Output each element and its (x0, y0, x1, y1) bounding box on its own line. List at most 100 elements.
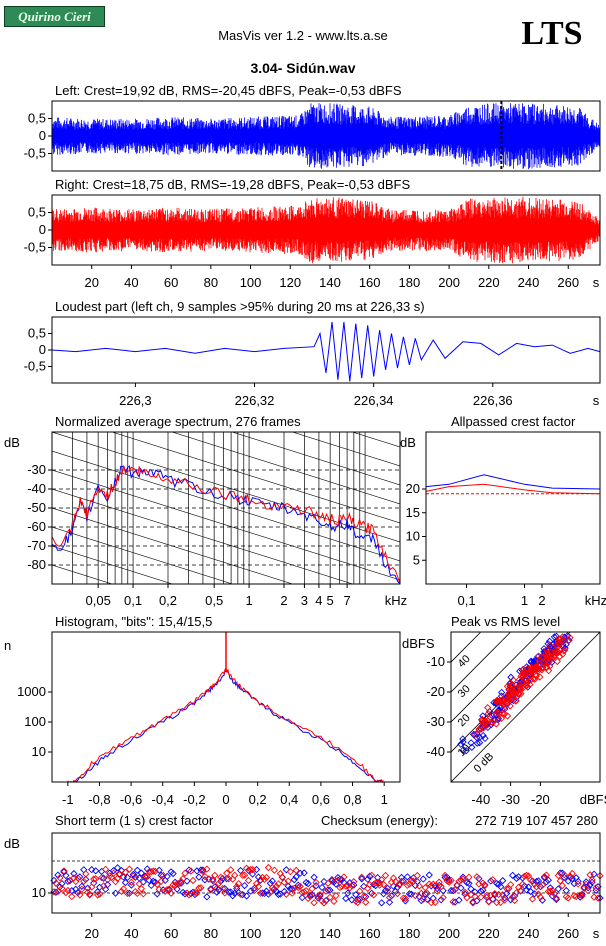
histogram-xtick-label: 0,4 (280, 792, 298, 807)
shortcrest-point-right (101, 865, 110, 873)
peakrms-point-right (545, 657, 553, 666)
right-title: Right: Crest=18,75 dB, RMS=-19,28 dBFS, … (55, 177, 410, 192)
shortcrest-point-right (300, 888, 308, 896)
shortcrest-point-left (84, 884, 92, 892)
shortcrest-point-right (421, 883, 429, 892)
peakrms-point-right (501, 703, 509, 711)
shortcrest-point-right (282, 890, 290, 898)
shortcrest-point-right (556, 877, 564, 885)
shortcrest-point-left (236, 866, 245, 875)
right-xtick-label: 100 (240, 275, 262, 290)
shortcrest-point-left (125, 889, 134, 897)
shortcrest-point-left (76, 873, 84, 881)
spectrum-slope-line (52, 507, 294, 584)
peakrms-point-right (482, 717, 490, 726)
spectrum-ylabel: dB (4, 435, 20, 450)
shortcrest-point-right (157, 877, 165, 885)
shortcrest-point-right (280, 878, 288, 887)
shortcrest-point-right (207, 886, 215, 894)
peakrms-ytick-label: -20 (426, 684, 445, 699)
shortcrest-point-left (58, 879, 66, 888)
loudest-xtick-label: 226,32 (235, 393, 275, 408)
shortcrest-point-left (465, 879, 473, 888)
shortcrest-point-right (530, 880, 539, 888)
allpassed-ylabel: dB (400, 435, 416, 450)
shortcrest-point-right (459, 875, 467, 883)
shortcrest-point-right (558, 881, 566, 890)
spectrum-slope-line (52, 526, 234, 584)
shortcrest-point-right (290, 884, 298, 892)
shortcrest-point-left (469, 898, 477, 906)
loudest-ytick-label: 0,5 (28, 326, 46, 341)
shortcrest-point-left (318, 883, 326, 892)
peakrms-point-right (484, 710, 492, 718)
shortcrest-point-left (302, 878, 310, 887)
peakrms-xtick-label: -30 (501, 792, 520, 807)
left-ytick-label: 0 (39, 128, 46, 143)
spectrum-slope-line (52, 432, 400, 543)
shortcrest-point-right (372, 879, 380, 887)
shortcrest-point-right (80, 877, 88, 885)
shortcrest-point-right (534, 890, 543, 898)
shortcrest-point-left (493, 879, 501, 888)
checksum-label: Checksum (energy): (321, 813, 438, 828)
peakrms-ytick-label: -30 (426, 714, 445, 729)
shortcrest-point-right (296, 882, 304, 890)
shortcrest-point-left (185, 866, 193, 874)
shortcrest-point-right (465, 873, 473, 881)
shortcrest-point-right (270, 866, 279, 874)
shortcrest-point-right (256, 889, 265, 897)
shortcrest-point-right (201, 872, 209, 881)
shortcrest-point-right (485, 898, 493, 906)
shortcrest-point-right (590, 893, 598, 901)
peakrms-point-right (546, 662, 554, 670)
shortcrest-point-left (111, 889, 120, 897)
shortcrest-point-right (99, 882, 108, 890)
shortcrest-plot-frame (51, 832, 601, 914)
spectrum-slope-line (291, 432, 400, 467)
peakrms-point-right (522, 669, 531, 677)
shortcrest-point-right (477, 893, 485, 901)
allpassed-ytick-label: 10 (406, 529, 420, 544)
spectrum-series-right (52, 465, 400, 584)
shortcrest-point-left (187, 890, 195, 898)
shortcrest-point-right (473, 873, 481, 881)
shortcrest-point-left (560, 873, 568, 882)
shortcrest-point-right (175, 879, 183, 888)
shortcrest-point-right (461, 888, 469, 896)
shortcrest-point-left (133, 866, 142, 874)
shortcrest-point-right (129, 872, 138, 880)
shortcrest-point-right (133, 889, 142, 898)
histogram-xtick-label: -1 (62, 792, 74, 807)
right-ytick-label: -0,5 (24, 240, 46, 255)
shortcrest-point-left (169, 869, 177, 878)
shortcrest-point-right (163, 886, 171, 894)
shortcrest-point-left (320, 877, 328, 886)
spectrum-xtick-label: 0,5 (205, 593, 223, 608)
shortcrest-point-right (393, 889, 402, 898)
peakrms-point-right (527, 676, 535, 684)
right-xtick-label: 40 (124, 275, 138, 290)
histogram-xtick-label: -0,2 (183, 792, 205, 807)
histogram-xtick-label: 0,2 (249, 792, 267, 807)
shortcrest-point-right (554, 871, 562, 880)
right-xtick-label: 120 (279, 275, 301, 290)
shortcrest-point-right (88, 883, 96, 891)
shortcrest-point-right (582, 880, 590, 888)
shortcrest-point-left (554, 885, 562, 893)
shortcrest-point-right (431, 898, 439, 906)
peakrms-point-right (497, 714, 505, 722)
shortcrest-point-right (82, 870, 90, 878)
shortcrest-point-right (469, 899, 477, 907)
spectrum-ytick-label: -80 (27, 557, 46, 572)
allpassed-title: Allpassed crest factor (451, 414, 576, 429)
shortcrest-point-right (334, 876, 342, 884)
right-ytick-label: 0 (39, 222, 46, 237)
spectrum-xtick-label: 3 (301, 593, 308, 608)
shortcrest-point-right (205, 875, 213, 883)
shortcrest-point-right (489, 876, 497, 884)
shortcrest-point-right (501, 896, 509, 904)
shortcrest-point-right (262, 873, 271, 882)
shortcrest-point-right (491, 889, 499, 898)
shortcrest-point-right (499, 891, 507, 899)
